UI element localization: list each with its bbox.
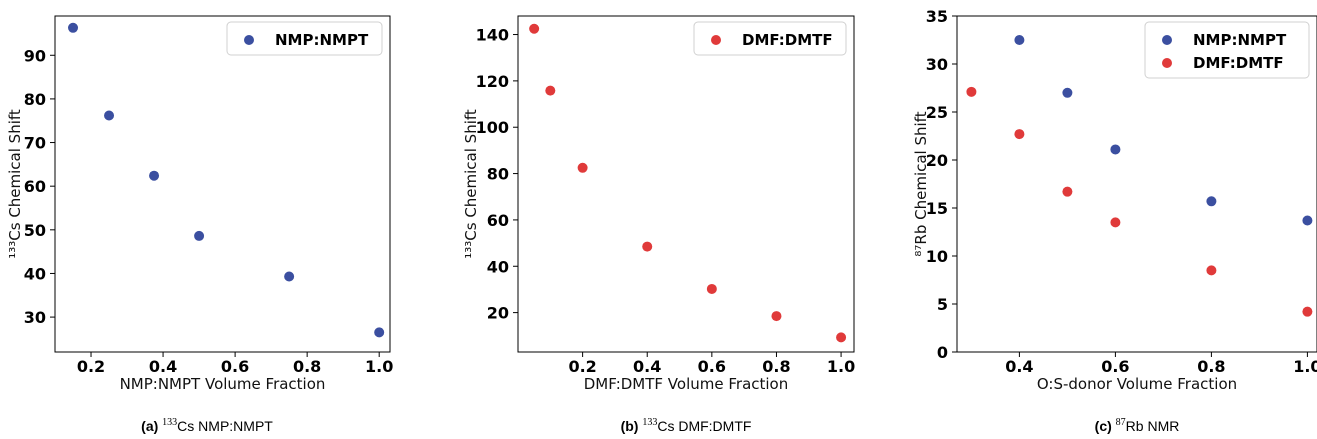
y-tick-label: 90 — [24, 46, 46, 65]
legend: DMF:DMTF — [693, 21, 847, 56]
data-point-0 — [1062, 87, 1073, 98]
data-point-1 — [1110, 217, 1121, 228]
y-tick-label: 5 — [937, 295, 948, 314]
y-axis-label: ¹³³Cs Chemical Shift — [6, 109, 24, 259]
y-tick-label: 30 — [24, 308, 46, 327]
y-tick-label: 40 — [24, 264, 46, 283]
data-point-0 — [836, 332, 847, 343]
data-point-0 — [529, 23, 540, 34]
legend-label: DMF:DMTF — [742, 31, 833, 49]
data-point-0 — [1302, 215, 1313, 226]
data-point-1 — [1206, 265, 1217, 276]
caption-superscript: 133 — [642, 417, 657, 428]
y-tick-label: 25 — [926, 103, 948, 122]
legend-marker — [711, 35, 721, 45]
y-tick-label: 20 — [487, 304, 509, 323]
x-tick-label: 1.0 — [827, 357, 855, 376]
y-tick-label: 40 — [487, 257, 509, 276]
plot-frame — [517, 15, 855, 353]
chart-panel-0: 0.2 0.4 0.6 0.8 1.0 30 40 50 60 70 80 90 NMP:NMPT Vo… — [6, 15, 393, 434]
x-tick-label: 0.6 — [698, 357, 726, 376]
plot-frame — [54, 15, 391, 353]
y-tick-label: 30 — [926, 55, 948, 74]
y-tick-label: 10 — [926, 247, 948, 266]
data-point-0 — [706, 283, 717, 294]
y-tick-label: 80 — [24, 90, 46, 109]
legend-label: NMP:NMPT — [1193, 31, 1287, 49]
subfigure-caption: (c) 87Rb NMR — [1095, 417, 1180, 434]
caption-letter: (c) — [1095, 418, 1112, 434]
y-tick-label: 0 — [937, 343, 948, 362]
x-tick-label: 0.4 — [1005, 357, 1033, 376]
subfigure-caption: (b) 133Cs DMF:DMTF — [621, 417, 752, 434]
legend-box — [1144, 21, 1310, 79]
y-axis-label: ⁸⁷Rb Chemical Shift — [912, 111, 930, 256]
x-tick-label: 1.0 — [1293, 357, 1317, 376]
data-point-0 — [194, 230, 205, 241]
data-point-0 — [284, 271, 295, 282]
caption-superscript: 87 — [1116, 417, 1126, 428]
y-axis-label: ¹³³Cs Chemical Shift — [462, 109, 480, 259]
caption-body: Cs DMF:DMTF — [657, 418, 751, 434]
data-point-0 — [1206, 196, 1217, 207]
data-point-0 — [771, 311, 782, 322]
x-axis-label: NMP:NMPT Volume Fraction — [120, 375, 326, 393]
y-tick-label: 120 — [476, 72, 509, 91]
x-axis-label: O:S-donor Volume Fraction — [1037, 375, 1237, 393]
y-tick-label: 35 — [926, 7, 948, 26]
legend-marker — [1162, 35, 1172, 45]
y-tick-label: 50 — [24, 221, 46, 240]
legend-label: DMF:DMTF — [1193, 54, 1284, 72]
data-point-1 — [1014, 129, 1025, 140]
x-axis-label: DMF:DMTF Volume Fraction — [584, 375, 789, 393]
data-point-0 — [1014, 35, 1025, 45]
x-tick-label: 0.8 — [293, 357, 321, 376]
x-tick-label: 0.2 — [568, 357, 596, 376]
y-tick-label: 80 — [487, 165, 509, 184]
y-tick-label: 20 — [926, 151, 948, 170]
legend-marker — [1162, 58, 1172, 68]
x-tick-label: 0.8 — [1197, 357, 1225, 376]
y-tick-label: 100 — [476, 118, 509, 137]
x-tick-label: 0.8 — [762, 357, 790, 376]
data-point-0 — [149, 170, 160, 181]
data-point-0 — [104, 110, 115, 121]
x-tick-label: 1.0 — [365, 357, 393, 376]
y-tick-label: 60 — [24, 177, 46, 196]
chart-panel-2: 0.4 0.6 0.8 1.0 0 5 10 15 20 25 30 35 O:S-donor Volu… — [912, 7, 1317, 434]
y-tick-label: 15 — [926, 199, 948, 218]
data-point-1 — [1302, 306, 1313, 317]
x-tick-label: 0.4 — [633, 357, 661, 376]
x-tick-label: 0.4 — [149, 357, 177, 376]
caption-body: Cs NMP:NMPT — [177, 418, 273, 434]
y-tick-label: 60 — [487, 211, 509, 230]
data-point-0 — [642, 241, 653, 252]
y-tick-label: 70 — [24, 134, 46, 153]
caption-letter: (a) — [141, 418, 158, 434]
x-tick-label: 0.6 — [1101, 357, 1129, 376]
y-tick-label: 140 — [476, 26, 509, 45]
data-point-0 — [68, 22, 79, 33]
x-tick-label: 0.2 — [77, 357, 105, 376]
legend-marker — [244, 35, 254, 45]
legend: NMP:NMPT DMF:DMTF — [1144, 21, 1310, 79]
x-tick-label: 0.6 — [221, 357, 249, 376]
plot-frame — [956, 15, 1317, 353]
legend-label: NMP:NMPT — [275, 31, 369, 49]
data-point-0 — [374, 327, 385, 338]
caption-letter: (b) — [621, 418, 639, 434]
legend-box — [226, 21, 383, 56]
legend: NMP:NMPT — [226, 21, 383, 56]
chart-panel-1: 0.2 0.4 0.6 0.8 1.0 20 40 60 80 100 120 140 DMF:DMTF… — [462, 15, 855, 434]
legend-box — [693, 21, 847, 56]
data-point-0 — [1110, 144, 1121, 155]
data-point-1 — [1062, 186, 1073, 197]
data-point-0 — [545, 85, 556, 96]
data-point-1 — [966, 86, 977, 97]
data-point-0 — [577, 162, 588, 173]
subfigure-caption: (a) 133Cs NMP:NMPT — [141, 417, 273, 434]
caption-superscript: 133 — [162, 417, 177, 428]
caption-body: Rb NMR — [1126, 418, 1180, 434]
